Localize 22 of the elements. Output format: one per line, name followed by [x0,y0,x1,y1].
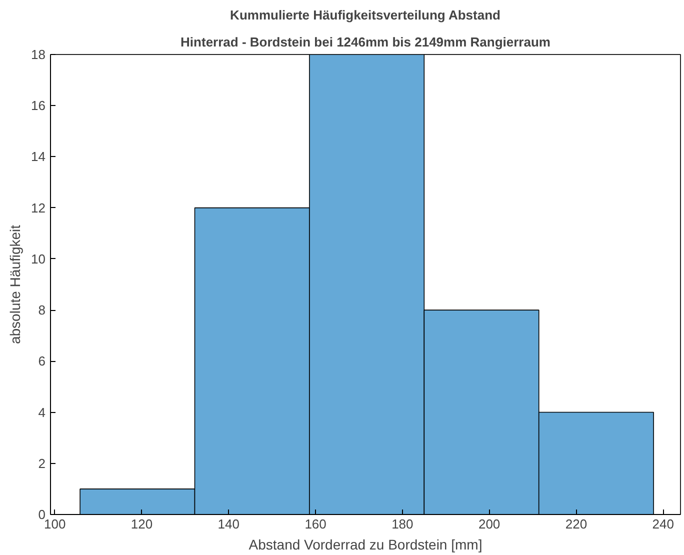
x-tick-label: 100 [44,516,66,532]
y-tick-label: 18 [31,47,46,62]
y-tick-label: 16 [31,98,46,114]
chart-title: Kummulierte Häufigkeitsverteilung Abstand [230,8,501,22]
x-tick-label: 180 [392,516,414,532]
y-tick-label: 10 [31,251,46,266]
x-tick-label: 140 [218,516,240,532]
x-tick-label: 160 [304,516,326,532]
y-tick-label: 14 [31,149,46,164]
y-tick-label: 4 [38,404,46,420]
x-tick-label: 240 [652,516,674,532]
y-axis-title: absolute Häufigkeit [7,224,24,344]
y-tick-label: 6 [38,354,46,369]
y-tick-label: 8 [38,302,46,318]
x-axis-title: Abstand Vorderrad zu Bordstein [mm] [248,536,482,552]
chart-subtitle: Hinterrad - Bordstein bei 1246mm bis 2149mm Rangierraum [180,34,550,50]
y-tick-label: 2 [38,456,46,471]
x-tick-label: 220 [565,516,588,532]
y-tick-label: 0 [38,507,46,522]
x-tick-label: 120 [130,516,153,532]
y-tick-label: 12 [31,200,46,216]
x-tick-label: 200 [478,516,500,532]
